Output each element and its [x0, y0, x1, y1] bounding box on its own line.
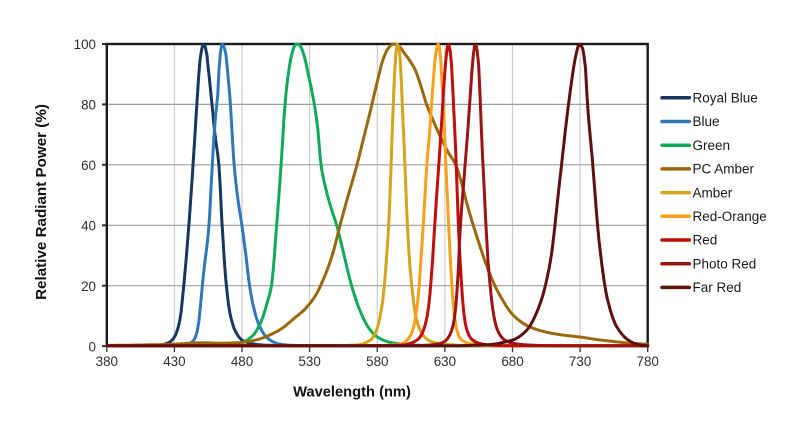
svg-text:0: 0 — [89, 339, 96, 354]
svg-text:Green: Green — [693, 138, 731, 153]
svg-text:Photo Red: Photo Red — [693, 256, 757, 271]
svg-text:580: 580 — [366, 354, 388, 369]
svg-text:Amber: Amber — [693, 185, 733, 200]
svg-text:40: 40 — [81, 219, 96, 234]
svg-text:Royal Blue: Royal Blue — [693, 91, 758, 106]
svg-text:Red-Orange: Red-Orange — [693, 209, 767, 224]
svg-text:100: 100 — [74, 37, 96, 52]
svg-text:430: 430 — [163, 354, 185, 369]
svg-text:20: 20 — [81, 279, 96, 294]
svg-text:Red: Red — [693, 233, 718, 248]
svg-text:780: 780 — [637, 354, 659, 369]
svg-text:60: 60 — [81, 158, 96, 173]
svg-text:530: 530 — [298, 354, 320, 369]
svg-text:630: 630 — [434, 354, 456, 369]
svg-text:PC Amber: PC Amber — [693, 162, 755, 177]
svg-text:Far Red: Far Red — [693, 280, 742, 295]
svg-text:680: 680 — [501, 354, 523, 369]
svg-text:Blue: Blue — [693, 114, 720, 129]
svg-text:480: 480 — [231, 354, 253, 369]
svg-text:730: 730 — [569, 354, 591, 369]
svg-text:Relative Radiant Power (%): Relative Radiant Power (%) — [33, 104, 50, 300]
svg-text:Wavelength (nm): Wavelength (nm) — [293, 384, 411, 400]
svg-text:80: 80 — [81, 98, 96, 113]
svg-text:380: 380 — [96, 354, 118, 369]
